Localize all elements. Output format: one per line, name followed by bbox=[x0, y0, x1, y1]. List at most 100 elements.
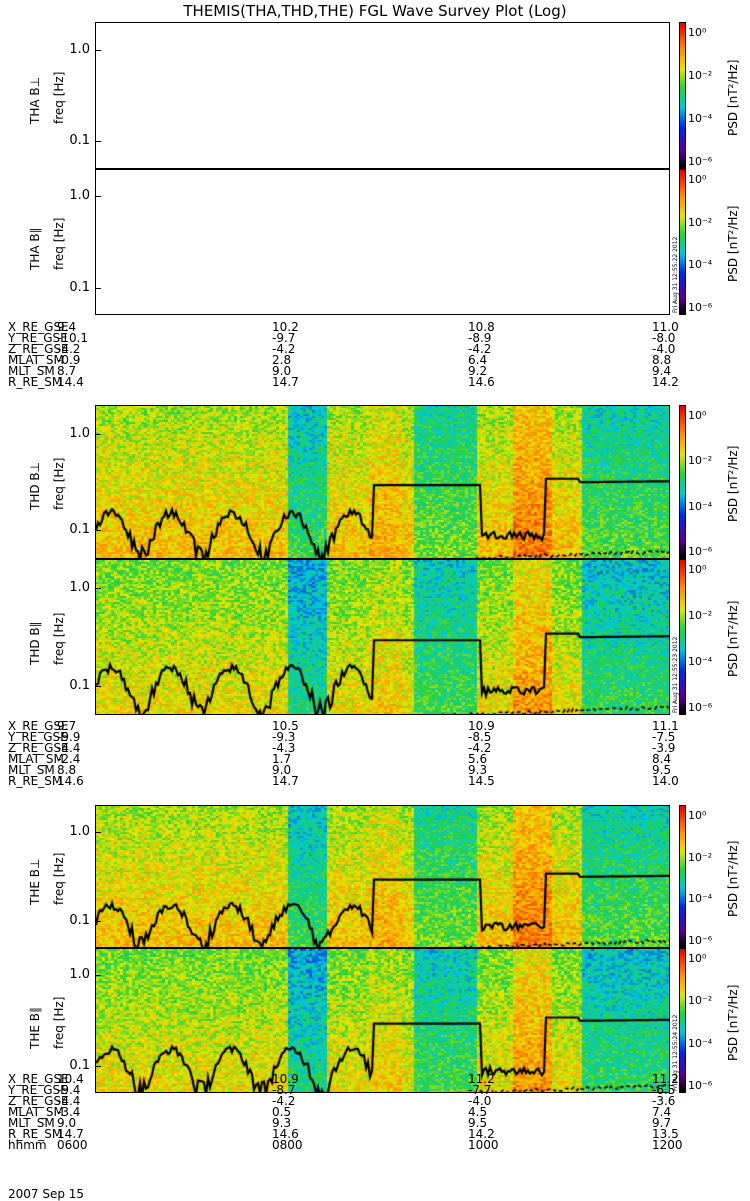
colorbar bbox=[679, 169, 686, 315]
ephemeris-value: 9.4 bbox=[57, 320, 77, 334]
colorbar-tick: 10⁻² bbox=[688, 69, 713, 82]
colorbar-tick: 10⁰ bbox=[688, 409, 707, 422]
ephemeris-row: X_RE_GSE 9.4 10.2 10.8 11.0 bbox=[0, 320, 750, 334]
ytick-label: 1.0 bbox=[69, 967, 90, 983]
ephemeris-table-the: X_RE_GSE 10.4 10.9 11.2 11.2 Y_RE_GSE -9.4 -8.7… bbox=[0, 1072, 750, 1152]
colorbar-tick: 10⁻² bbox=[688, 994, 713, 1008]
ytick-mark bbox=[95, 975, 101, 977]
ephemeris-row: Y_RE_GSE -9.4 -8.7 -7.7 -6.5 bbox=[0, 1083, 750, 1097]
ytick-label: 0.1 bbox=[69, 279, 90, 295]
ephemeris-label: MLT_SM bbox=[8, 763, 55, 777]
ephemeris-label: Z_RE_GSE bbox=[8, 1094, 69, 1108]
colorbar-tick: 10⁻⁴ bbox=[688, 258, 713, 272]
colorbar-tick: 10⁰ bbox=[688, 26, 707, 39]
ephemeris-value: -7.7 bbox=[468, 1083, 492, 1097]
spectrogram-panel-thd-bpar bbox=[95, 559, 670, 715]
ytick-mark bbox=[95, 196, 101, 198]
colorbar-tick: 10⁻² bbox=[688, 454, 713, 468]
ephemeris-value: 14.6 bbox=[57, 774, 84, 788]
ephemeris-row: MLAT_SM -0.9 2.8 6.4 8.8 bbox=[0, 353, 750, 367]
ephemeris-row: Z_RE_GSE -4.2 -4.2 -4.2 -4.0 bbox=[0, 342, 750, 356]
ephemeris-value: -9.4 bbox=[57, 1083, 81, 1097]
axis-ylabel: freq [Hz] bbox=[52, 852, 66, 905]
ephemeris-value: -10.1 bbox=[57, 331, 89, 345]
ephemeris-table-thd: X_RE_GSE 9.7 10.5 10.9 11.1 Y_RE_GSE -9.9 -9.3 -… bbox=[0, 719, 750, 788]
ephemeris-label: Y_RE_GSE bbox=[8, 730, 68, 744]
ytick-mark bbox=[95, 287, 101, 289]
ephemeris-value: 1.7 bbox=[272, 752, 292, 766]
ephemeris-label: MLAT_SM bbox=[8, 353, 64, 367]
ephemeris-value: -2.4 bbox=[57, 752, 81, 766]
ephemeris-label: Z_RE_GSE bbox=[8, 741, 69, 755]
ephemeris-value: 14.7 bbox=[272, 774, 299, 788]
colorbar-label: PSD [nT²/Hz] bbox=[726, 984, 740, 1061]
colorbar-tick: 10⁻⁴ bbox=[688, 112, 713, 125]
date-label: 2007 Sep 15 bbox=[8, 1187, 85, 1201]
ephemeris-row: X_RE_GSE 9.7 10.5 10.9 11.1 bbox=[0, 719, 750, 733]
colorbar-label: PSD [nT²/Hz] bbox=[726, 205, 740, 282]
ephemeris-value: 9.3 bbox=[468, 763, 488, 777]
ephemeris-value: -4.2 bbox=[272, 1094, 296, 1108]
ephemeris-value: 14.6 bbox=[468, 375, 495, 389]
ephemeris-value: 6.4 bbox=[468, 353, 488, 367]
ytick-mark bbox=[95, 685, 101, 687]
ephemeris-value: 9.3 bbox=[272, 1116, 292, 1130]
panel-label: THE B∥ bbox=[28, 1006, 42, 1049]
ytick-label: 1.0 bbox=[69, 188, 90, 204]
colorbar-tick: 10⁻⁶ bbox=[688, 701, 713, 714]
ytick-mark bbox=[95, 831, 101, 833]
ephemeris-value: -8.5 bbox=[468, 730, 492, 744]
ephemeris-value: 9.0 bbox=[272, 763, 292, 777]
ephemeris-value: -4.2 bbox=[57, 342, 81, 356]
ytick-mark bbox=[95, 588, 101, 590]
ephemeris-value: 11.2 bbox=[468, 1072, 495, 1086]
ephemeris-row: X_RE_GSE 10.4 10.9 11.2 11.2 bbox=[0, 1072, 750, 1086]
panel-label: THD B⊥ bbox=[28, 461, 42, 510]
plot-title: THEMIS(THA,THD,THE) FGL Wave Survey Plot… bbox=[183, 2, 567, 20]
ephemeris-value: -9.9 bbox=[57, 730, 81, 744]
colorbar-tick: 10⁻⁴ bbox=[688, 499, 713, 513]
spectrogram-panel-tha-bperp bbox=[95, 22, 670, 169]
ephemeris-value: -4.0 bbox=[468, 1094, 492, 1108]
ephemeris-row: R_RE_SM 14.4 14.7 14.6 14.2 bbox=[0, 375, 750, 389]
spectrogram-canvas bbox=[96, 406, 669, 558]
axis-ylabel: freq [Hz] bbox=[52, 612, 66, 665]
ephemeris-value: -4.2 bbox=[468, 342, 492, 356]
panel-label: THE B⊥ bbox=[28, 858, 42, 905]
timestamp-stamp: Fri Aug 31 12:55:23 2012 bbox=[672, 636, 679, 713]
colorbar-tick: 10⁻⁴ bbox=[688, 1036, 713, 1050]
colorbar-tick: 10⁻⁶ bbox=[688, 545, 713, 558]
ephemeris-value: 9.0 bbox=[57, 1116, 77, 1130]
ephemeris-row: R_RE_SM 14.6 14.7 14.5 14.0 bbox=[0, 774, 750, 788]
ephemeris-value: 4.5 bbox=[468, 1105, 488, 1119]
colorbar bbox=[679, 405, 686, 559]
ephemeris-value: 9.4 bbox=[652, 364, 672, 378]
ephemeris-value: 5.6 bbox=[468, 752, 488, 766]
ephemeris-value: 14.7 bbox=[57, 1127, 84, 1141]
colorbar-label: PSD [nT²/Hz] bbox=[726, 59, 740, 136]
ephemeris-value: -8.9 bbox=[468, 331, 492, 345]
ephemeris-value: 0800 bbox=[272, 1138, 303, 1152]
ytick-label: 1.0 bbox=[69, 425, 90, 441]
ephemeris-value: 2.8 bbox=[272, 353, 292, 367]
colorbar-tick: 10⁻⁶ bbox=[688, 301, 713, 314]
ytick-label: 0.1 bbox=[69, 1057, 90, 1073]
ephemeris-value: 9.7 bbox=[57, 719, 77, 733]
ephemeris-value: 9.2 bbox=[468, 364, 488, 378]
ephemeris-label: Y_RE_GSE bbox=[8, 331, 68, 345]
ephemeris-value: 9.7 bbox=[652, 1116, 672, 1130]
colorbar bbox=[679, 559, 686, 715]
ephemeris-row: MLAT_SM -2.4 1.7 5.6 8.4 bbox=[0, 752, 750, 766]
ytick-label: 1.0 bbox=[69, 580, 90, 596]
ephemeris-label: MLT_SM bbox=[8, 1116, 55, 1130]
colorbar bbox=[679, 805, 686, 948]
ephemeris-value: 8.8 bbox=[57, 763, 77, 777]
ephemeris-value: -3.4 bbox=[57, 1105, 81, 1119]
colorbar-tick: 10⁰ bbox=[688, 952, 707, 965]
ephemeris-value: -9.3 bbox=[272, 730, 296, 744]
ephemeris-value: -4.2 bbox=[272, 342, 296, 356]
ephemeris-value: 14.5 bbox=[468, 774, 495, 788]
ytick-label: 1.0 bbox=[69, 823, 90, 839]
colorbar-tick: 10⁰ bbox=[688, 809, 707, 822]
ephemeris-label: MLAT_SM bbox=[8, 1105, 64, 1119]
